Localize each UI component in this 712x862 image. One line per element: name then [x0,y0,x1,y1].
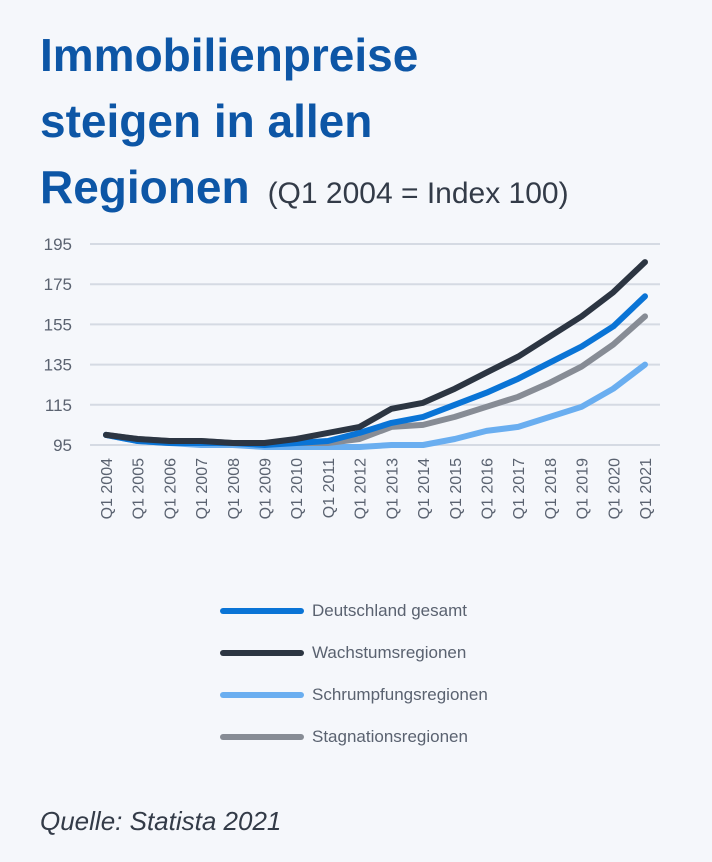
x-tick-label: Q1 2008 [226,458,243,519]
legend-label: Schrumpfungsregionen [312,685,488,704]
x-tick-label: Q1 2015 [448,458,465,519]
x-tick-label: Q1 2020 [606,458,623,519]
chart-subtitle: (Q1 2004 = Index 100) [267,177,569,210]
chart-legend: Deutschland gesamt Wachstumsregionen Schru… [220,590,488,758]
title-line-2: steigen in allen [40,95,373,147]
x-tick-label: Q1 2009 [258,458,275,519]
title-line-1: Immobilienpreise [40,29,419,81]
x-tick-label: Q1 2007 [194,458,211,519]
x-tick-label: Q1 2006 [162,458,179,519]
x-tick-label: Q1 2013 [384,458,401,519]
legend-item: Deutschland gesamt [220,590,488,632]
y-tick-label: 95 [53,436,72,455]
x-tick-label: Q1 2014 [416,458,433,519]
series-line-wachstumsregionen [103,259,648,446]
title-line-3-text: Regionen [40,161,250,213]
legend-item: Wachstumsregionen [220,632,488,674]
title-line-3: Regionen (Q1 2004 = Index 100) [40,154,690,227]
y-tick-label: 175 [44,275,72,294]
x-tick-label: Q1 2017 [511,458,528,519]
x-tick-label: Q1 2010 [289,458,306,519]
y-tick-label: 115 [45,396,72,415]
x-tick-label: Q1 2019 [575,458,592,519]
y-tick-label: 135 [44,356,72,375]
x-tick-label: Q1 2021 [638,458,655,519]
x-tick-label: Q1 2004 [99,458,116,519]
x-tick-label: Q1 2018 [543,458,560,519]
legend-swatch [220,608,304,614]
legend-swatch [220,734,304,740]
x-tick-label: Q1 2011 [321,458,338,518]
x-tick-label: Q1 2016 [479,458,496,519]
series-line-stagnationsregionen [103,313,648,446]
y-tick-label: 155 [44,315,72,334]
series-line-deutschland-gesamt [103,293,648,448]
legend-label: Stagnationsregionen [312,727,468,746]
source-note: Quelle: Statista 2021 [40,806,282,836]
x-tick-label: Q1 2005 [131,458,148,519]
legend-label: Deutschland gesamt [312,601,467,620]
line-chart: 95 115 135 155 175 195 Q1 2004 Q1 2005 Q1 2006 Q1… [44,235,660,519]
x-tick-label: Q1 2012 [353,458,370,519]
y-tick-label: 195 [44,235,72,254]
legend-swatch [220,650,304,656]
legend-item: Schrumpfungsregionen [220,674,488,716]
legend-label: Wachstumsregionen [312,643,467,662]
legend-item: Stagnationsregionen [220,716,488,758]
chart-title: Immobilienpreise steigen in allen Region… [40,22,690,227]
legend-swatch [220,692,304,698]
